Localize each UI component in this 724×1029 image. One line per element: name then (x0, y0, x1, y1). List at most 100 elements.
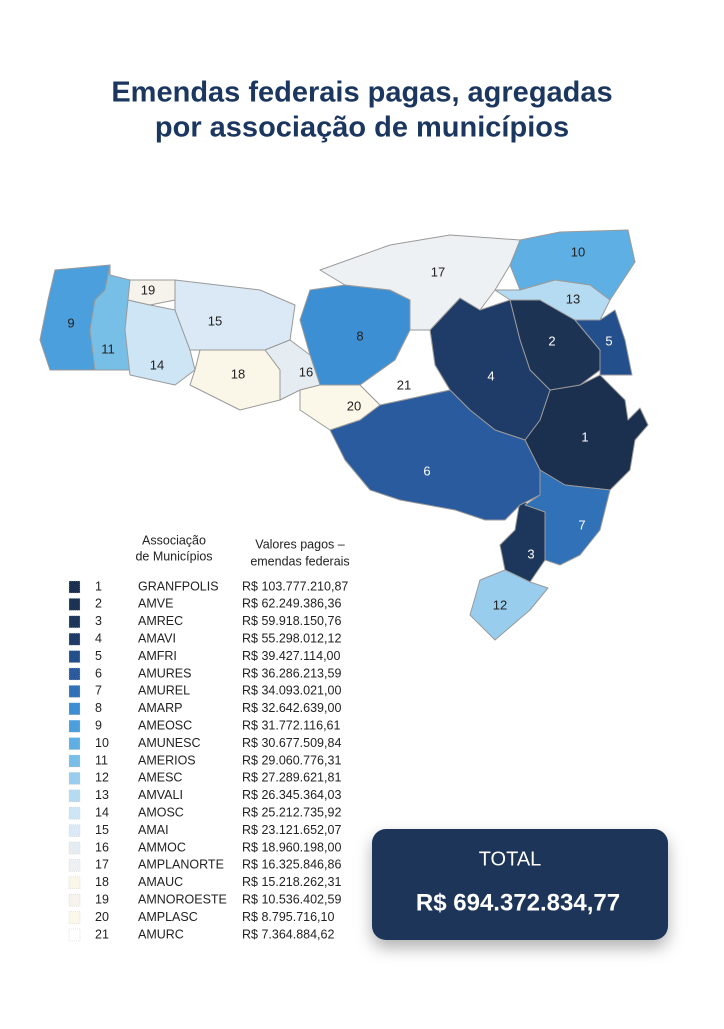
table-header: Valores pagos – (255, 537, 344, 551)
region-label: 3 (527, 546, 534, 561)
map-region (494, 279, 611, 321)
legend-swatch (68, 841, 81, 855)
row-number: 9 (95, 718, 102, 732)
row-name: AMVE (138, 597, 173, 611)
row-number: 12 (95, 771, 109, 785)
legend-swatch (68, 928, 81, 942)
row-name: AMFRI (138, 649, 177, 663)
total-box (372, 829, 668, 940)
row-value: R$ 26.345.364,03 (242, 788, 341, 802)
row-name: AMURES (138, 666, 191, 680)
row-number: 16 (95, 840, 109, 854)
row-value: R$ 15.218.262,31 (242, 875, 341, 889)
row-name: AMUNESC (138, 736, 201, 750)
total-value: R$ 694.372.834,77 (416, 889, 620, 916)
row-number: 6 (95, 666, 102, 680)
row-number: 3 (95, 614, 102, 628)
legend-swatch (68, 754, 81, 768)
region-label: 19 (141, 282, 155, 297)
region-label: 5 (605, 333, 612, 348)
row-number: 11 (95, 753, 108, 767)
row-value: R$ 25.212.735,92 (242, 805, 341, 819)
row-number: 21 (95, 927, 109, 941)
row-value: R$ 10.536.402,59 (242, 892, 341, 906)
legend-table: 1 GRANFPOLIS R$ 103.777.210,87 2 AMVE R$ 62.2… (68, 579, 348, 942)
row-name: AMAUC (138, 875, 183, 889)
row-name: AMPLASC (138, 910, 198, 924)
row-name: AMAVI (138, 631, 176, 645)
row-value: R$ 34.093.021,00 (242, 684, 341, 698)
legend-swatch (68, 789, 81, 803)
row-number: 14 (95, 805, 109, 819)
row-name: AMURC (138, 927, 184, 941)
row-number: 20 (95, 910, 109, 924)
region-label: 9 (67, 315, 74, 330)
row-name: AMARP (138, 701, 182, 715)
row-name: AMVALI (138, 788, 183, 802)
table-header: de Municípios (135, 549, 212, 563)
region-label: 8 (356, 328, 363, 343)
row-number: 19 (95, 892, 109, 906)
row-name: AMERIOS (138, 753, 196, 767)
row-value: R$ 55.298.012,12 (242, 631, 341, 645)
legend-swatch (68, 580, 81, 594)
table-header: emendas federais (250, 554, 349, 568)
row-name: AMEOSC (138, 718, 192, 732)
legend-swatch (68, 859, 81, 872)
row-name: AMPLANORTE (138, 858, 224, 872)
row-name: AMAI (138, 823, 169, 837)
legend-swatch (68, 876, 81, 890)
row-number: 10 (95, 736, 109, 750)
legend-swatch (68, 824, 81, 837)
row-value: R$ 29.060.776,31 (242, 753, 341, 767)
region-label: 15 (208, 313, 222, 328)
legend-swatch (68, 772, 81, 785)
row-value: R$ 8.795.716,10 (242, 910, 334, 924)
region-label: 16 (299, 364, 313, 379)
region-label: 20 (347, 398, 361, 413)
row-number: 15 (95, 823, 109, 837)
row-value: R$ 27.289.621,81 (242, 771, 341, 785)
row-name: AMOSC (138, 805, 184, 819)
total-label: TOTAL (479, 848, 542, 870)
map-region (574, 309, 633, 376)
legend-swatch (68, 615, 81, 629)
map-region (127, 279, 176, 306)
region-label: 18 (231, 366, 245, 381)
row-number: 17 (95, 858, 109, 872)
legend-swatch (68, 737, 81, 750)
map-region (174, 279, 296, 351)
legend-swatch (68, 893, 81, 907)
region-label: 13 (566, 291, 580, 306)
region-label: 6 (423, 463, 430, 478)
legend-swatch (68, 685, 81, 698)
row-value: R$ 23.121.652,07 (242, 823, 341, 837)
region-label: 10 (571, 244, 585, 259)
title-line: por associação de municípios (155, 112, 569, 144)
legend-swatch (68, 667, 81, 681)
legend-swatch (68, 806, 81, 820)
row-value: R$ 36.286.213,59 (242, 666, 341, 680)
row-value: R$ 59.918.150,76 (242, 614, 341, 628)
map-region (359, 329, 451, 406)
row-number: 8 (95, 701, 102, 715)
row-value: R$ 32.642.639,00 (242, 701, 341, 715)
map-region (319, 234, 521, 331)
row-name: AMREC (138, 614, 183, 628)
legend-swatch (68, 702, 81, 716)
row-name: AMNOROESTE (138, 892, 227, 906)
region-label: 14 (150, 357, 164, 372)
row-number: 2 (95, 597, 102, 611)
row-value: R$ 103.777.210,87 (242, 579, 348, 593)
row-name: AMESC (138, 771, 182, 785)
row-value: R$ 30.677.509,84 (242, 736, 341, 750)
region-label: 1 (581, 429, 588, 444)
row-name: AMUREL (138, 684, 190, 698)
legend-swatch (68, 911, 81, 924)
row-value: R$ 39.427.114,00 (242, 649, 341, 663)
row-name: GRANFPOLIS (138, 579, 219, 593)
map-region (189, 349, 281, 411)
row-value: R$ 62.249.386,36 (242, 597, 341, 611)
